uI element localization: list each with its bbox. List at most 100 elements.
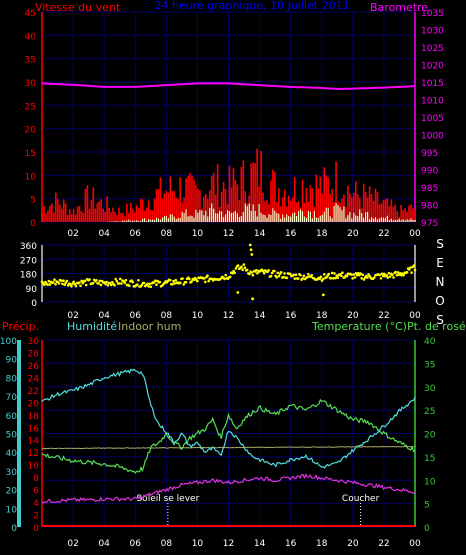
wind-x-tick-label: 04 [98,229,110,239]
barometer-tick-label: 990 [421,167,438,177]
direction-point [60,279,63,283]
direction-point [385,273,389,277]
direction-point [99,283,103,287]
direction-point [243,266,247,270]
direction-point [63,283,66,287]
direction-point [336,276,340,279]
direction-x-tick-label: 22 [378,311,389,321]
direction-point [174,278,178,282]
direction-point [307,272,310,276]
direction-point [168,278,172,282]
direction-point [285,276,289,280]
compass-letter: S [436,237,444,251]
direction-point [355,273,359,277]
direction-point [123,281,127,285]
humidity-tick-label: 0 [11,524,17,534]
humidity-tick-label: 90 [6,356,18,366]
precip-label: Précip. [2,320,39,333]
direction-point [66,284,70,287]
precip-tick-label: 30 [28,337,40,347]
direction-point [147,285,150,288]
wind-tick-label: 30 [25,79,37,89]
direction-point [251,273,255,277]
direction-point [341,271,344,275]
barometer-tick-label: 1030 [421,27,444,37]
compass-letter: N [436,275,445,289]
direction-point [182,283,185,286]
direction-point [294,273,298,277]
direction-point [52,281,55,284]
compass-letter: O [435,294,444,308]
wind-tick-label: 40 [25,32,37,42]
direction-point [321,277,325,281]
barometer-tick-label: 1020 [421,62,444,72]
direction-point [302,274,306,278]
direction-point [115,279,119,283]
direction-tick-label: 270 [20,256,37,266]
sun-event-label: Coucher [342,494,380,504]
precip-tick-label: 6 [33,487,39,497]
direction-point [282,275,285,279]
direction-point [351,277,354,280]
direction-point [275,276,279,279]
direction-point [158,280,162,284]
temp-x-tick-label: 12 [223,539,234,549]
temp-x-tick-label: 10 [192,539,204,549]
direction-point [120,282,123,285]
direction-point [296,277,300,280]
direction-point [359,272,362,275]
direction-point [234,267,238,270]
direction-point [408,268,411,271]
direction-point [74,284,78,288]
wind-x-tick-label: 18 [316,229,328,239]
direction-x-tick-label: 06 [130,311,142,321]
direction-point [91,281,95,285]
precip-tick-label: 18 [28,412,40,422]
direction-point [380,272,384,276]
direction-point [54,283,57,286]
barometer-tick-label: 1035 [421,9,444,19]
direction-point [179,281,182,285]
direction-point [137,279,140,282]
direction-point [69,283,72,286]
direction-point [188,277,191,281]
temp-x-tick-label: 00 [409,539,421,549]
direction-point [72,280,75,284]
temp-x-tick-label: 02 [67,539,78,549]
direction-point [382,274,385,278]
temperature-tick-label: 30 [424,384,436,394]
direction-point [289,272,292,276]
direction-point [343,276,347,279]
direction-point [319,275,323,279]
direction-point [394,270,398,274]
precip-tick-label: 0 [33,524,39,534]
barometer-tick-label: 1025 [421,44,444,54]
direction-point [149,285,153,289]
direction-tick-label: 180 [20,271,37,281]
wind-x-tick-label: 14 [254,229,266,239]
direction-point [261,269,265,273]
direction-outlier-point [250,253,254,256]
direction-point [224,273,227,277]
direction-point [70,285,73,288]
direction-point [310,274,314,277]
direction-point [372,276,376,280]
direction-point [327,272,331,276]
direction-point [242,263,246,266]
direction-point [236,264,240,267]
wind-tick-label: 5 [30,196,36,206]
direction-point [61,282,64,286]
direction-point [46,283,49,287]
direction-x-tick-label: 18 [316,311,328,321]
chart-title: 24 heure graphique, 10 Juillet 2011 [154,0,349,12]
direction-point [97,282,100,285]
direction-point [395,273,399,277]
direction-point [124,278,128,282]
wind-tick-label: 10 [25,172,37,182]
direction-point [142,281,146,285]
direction-point [402,273,406,277]
direction-point [245,268,249,272]
direction-point [83,279,87,283]
direction-point [283,272,286,275]
